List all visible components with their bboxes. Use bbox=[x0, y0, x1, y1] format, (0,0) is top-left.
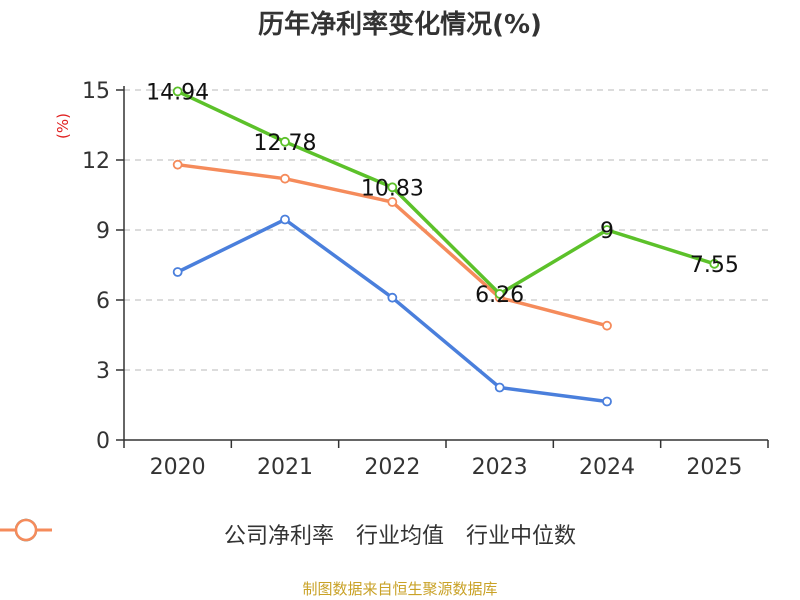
chart-title: 历年净利率变化情况(%) bbox=[258, 10, 542, 40]
data-source-note: 制图数据来自恒生聚源数据库 bbox=[302, 580, 498, 598]
data-point bbox=[494, 382, 505, 393]
data-label: 10.83 bbox=[361, 176, 424, 201]
data-point bbox=[387, 292, 398, 303]
y-tick-label: 9 bbox=[96, 219, 110, 244]
y-tick-label: 6 bbox=[96, 289, 110, 314]
data-point bbox=[494, 289, 505, 299]
data-point bbox=[602, 225, 612, 235]
legend-marker bbox=[0, 518, 52, 542]
series-line bbox=[176, 89, 715, 296]
data-label: 14.94 bbox=[146, 80, 209, 105]
data-point bbox=[172, 86, 183, 97]
y-tick-label: 3 bbox=[96, 359, 110, 384]
data-point bbox=[172, 159, 183, 170]
data-point bbox=[709, 258, 720, 269]
y-tick-label: 0 bbox=[96, 429, 110, 454]
y-tick-label: 12 bbox=[82, 149, 110, 174]
legend-item[interactable]: 行业均值 bbox=[0, 518, 444, 550]
legend-item[interactable]: 行业中位数 bbox=[0, 518, 577, 550]
data-point bbox=[172, 267, 183, 277]
data-label: 9 bbox=[600, 219, 614, 244]
x-tick-label: 2020 bbox=[150, 455, 206, 480]
chart-legend: 公司净利率 行业均值 行业中位数 bbox=[0, 518, 800, 550]
data-label: 12.78 bbox=[254, 131, 317, 156]
legend-label: 行业均值 bbox=[355, 524, 444, 549]
data-point bbox=[387, 182, 398, 193]
legend-label: 行业中位数 bbox=[466, 524, 577, 549]
data-point bbox=[280, 214, 290, 225]
data-label: 6.26 bbox=[475, 283, 524, 308]
y-tick-label: 15 bbox=[82, 79, 110, 104]
x-tick-label: 2023 bbox=[472, 455, 528, 480]
data-point bbox=[280, 173, 290, 184]
legend-item[interactable]: 公司净利率 bbox=[0, 518, 334, 550]
x-tick-label: 2022 bbox=[364, 455, 420, 480]
x-tick-label: 2025 bbox=[686, 455, 742, 480]
x-tick-label: 2021 bbox=[257, 455, 313, 480]
x-tick-label: 2024 bbox=[579, 455, 635, 480]
data-label: 7.55 bbox=[690, 253, 739, 278]
legend-label: 公司净利率 bbox=[223, 524, 334, 549]
data-point bbox=[602, 320, 612, 331]
data-point bbox=[280, 136, 290, 147]
y-axis-label: (%) bbox=[54, 113, 72, 139]
data-point bbox=[602, 396, 612, 407]
data-point bbox=[387, 197, 398, 207]
